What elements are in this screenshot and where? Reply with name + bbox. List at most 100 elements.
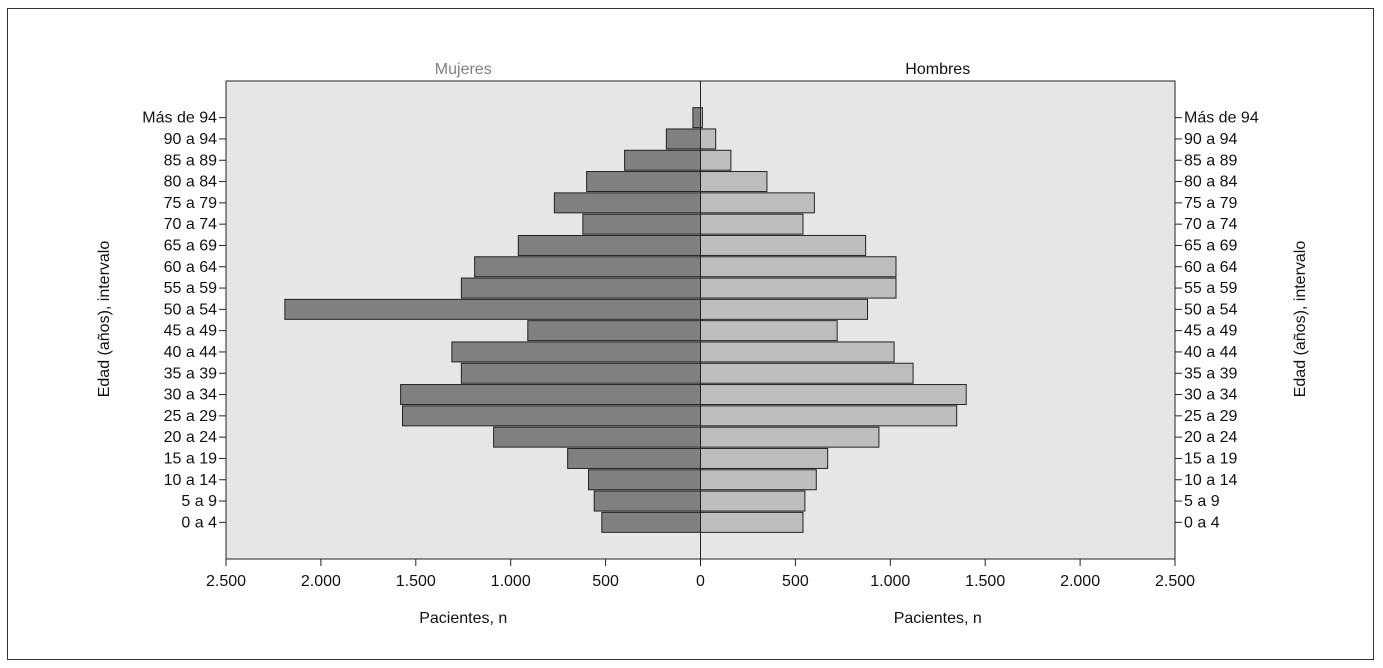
- y-tick-label-left-9: 45 a 49: [164, 323, 217, 340]
- y-tick-label-right-8: 40 a 44: [1184, 344, 1237, 361]
- bar-women-2: [588, 469, 702, 491]
- y-tick-label-right-14: 70 a 74: [1184, 216, 1237, 233]
- y-tick-label-right-12: 60 a 64: [1184, 259, 1237, 276]
- y-tick-label-right-0: 0 a 4: [1184, 514, 1220, 531]
- y-ticks-right: 0 a 4 5 a 9 10 a 14 15 a 19 20 a 24 25 a 29 30…: [1175, 110, 1259, 531]
- y-tick-label-right-9: 45 a 49: [1184, 323, 1237, 340]
- y-tick-label-right-6: 30 a 34: [1184, 387, 1237, 404]
- bar-women-9: [527, 320, 701, 342]
- figure-frame: 0 a 4 5 a 9 10 a 14 15 a 19 20 a 24 25 a 29 30…: [7, 8, 1374, 660]
- y-tick-label-right-18: 90 a 94: [1184, 131, 1237, 148]
- y-tick-label-left-11: 55 a 59: [164, 280, 217, 297]
- bar-women-3: [567, 447, 702, 469]
- bar-men-2: [700, 469, 817, 491]
- x-tick-label-9: 2.000: [1060, 573, 1100, 590]
- y-tick-label-right-5: 25 a 29: [1184, 408, 1237, 425]
- x-tick-label-1: 2.000: [301, 573, 341, 590]
- bar-men-16: [700, 171, 768, 193]
- x-tick-label-5: 0: [696, 573, 705, 590]
- bar-women-18: [665, 128, 701, 150]
- bar-men-18: [700, 128, 717, 150]
- bar-men-5: [700, 405, 958, 427]
- y-tick-label-right-1: 5 a 9: [1184, 493, 1220, 510]
- bar-women-4: [493, 426, 702, 448]
- bar-women-10: [284, 298, 701, 320]
- x-tick-label-8: 1.500: [965, 573, 1005, 590]
- bar-men-13: [700, 234, 867, 256]
- x-tick-label-4: 500: [592, 573, 619, 590]
- bar-women-8: [451, 341, 701, 363]
- y-axis-label-right: Edad (años), intervalo: [1292, 241, 1309, 398]
- bar-women-7: [460, 362, 701, 384]
- y-tick-label-right-11: 55 a 59: [1184, 280, 1237, 297]
- y-ticks-left: 0 a 4 5 a 9 10 a 14 15 a 19 20 a 24 25 a 29 30…: [142, 110, 226, 531]
- y-tick-label-left-5: 25 a 29: [164, 408, 217, 425]
- y-tick-label-left-15: 75 a 79: [164, 195, 217, 212]
- x-axis-label-right: Pacientes, n: [894, 610, 982, 627]
- y-tick-label-left-12: 60 a 64: [164, 259, 217, 276]
- y-tick-label-left-0: 0 a 4: [181, 514, 217, 531]
- bar-women-13: [517, 234, 701, 256]
- y-tick-label-right-4: 20 a 24: [1184, 429, 1237, 446]
- x-tick-label-6: 500: [782, 573, 809, 590]
- bar-men-15: [700, 192, 815, 214]
- x-tick-label-3: 1.000: [491, 573, 531, 590]
- y-tick-label-left-10: 50 a 54: [164, 301, 217, 318]
- bar-men-17: [700, 149, 732, 171]
- y-tick-label-right-15: 75 a 79: [1184, 195, 1237, 212]
- y-tick-label-left-14: 70 a 74: [164, 216, 217, 233]
- y-tick-label-left-7: 35 a 39: [164, 365, 217, 382]
- bar-women-6: [400, 384, 701, 406]
- bar-women-5: [402, 405, 701, 427]
- x-tick-label-2: 1.500: [396, 573, 436, 590]
- y-tick-label-right-7: 35 a 39: [1184, 365, 1237, 382]
- bar-men-1: [700, 490, 806, 512]
- x-tick-label-7: 1.000: [870, 573, 910, 590]
- y-tick-label-right-13: 65 a 69: [1184, 237, 1237, 254]
- bar-women-12: [474, 256, 701, 278]
- bar-men-10: [700, 298, 869, 320]
- bars-men: [700, 107, 967, 533]
- y-tick-label-right-16: 80 a 84: [1184, 174, 1237, 191]
- bar-women-0: [601, 511, 702, 533]
- y-tick-label-left-17: 85 a 89: [164, 152, 217, 169]
- series-title-women: Mujeres: [435, 61, 492, 78]
- x-axis-label-left: Pacientes, n: [419, 610, 507, 627]
- bar-men-11: [700, 277, 897, 299]
- bar-women-16: [586, 171, 701, 193]
- bar-men-14: [700, 213, 804, 235]
- bar-men-9: [700, 320, 838, 342]
- bar-women-11: [460, 277, 701, 299]
- bar-women-1: [593, 490, 701, 512]
- x-tick-label-0: 2.500: [206, 573, 246, 590]
- y-tick-label-left-16: 80 a 84: [164, 174, 217, 191]
- bar-women-15: [553, 192, 701, 214]
- y-tick-label-left-6: 30 a 34: [164, 387, 217, 404]
- pyramid-chart: 0 a 4 5 a 9 10 a 14 15 a 19 20 a 24 25 a 29 30…: [96, 61, 1309, 627]
- series-title-men: Hombres: [905, 61, 970, 78]
- bar-men-12: [700, 256, 897, 278]
- bars-women: [284, 107, 702, 533]
- y-tick-label-left-3: 15 a 19: [164, 450, 217, 467]
- bar-men-6: [700, 384, 967, 406]
- y-tick-label-left-8: 40 a 44: [164, 344, 217, 361]
- y-tick-label-right-17: 85 a 89: [1184, 152, 1237, 169]
- x-ticks: 2.500 2.000 1.500 1.000 500 0 500 1.000 1.500 2.0…: [206, 559, 1195, 590]
- y-tick-label-right-19: Más de 94: [1184, 110, 1259, 127]
- y-tick-label-left-4: 20 a 24: [164, 429, 217, 446]
- bar-men-8: [700, 341, 895, 363]
- y-axis-label-left: Edad (años), intervalo: [96, 241, 113, 398]
- y-tick-label-left-2: 10 a 14: [164, 472, 217, 489]
- y-tick-label-right-2: 10 a 14: [1184, 472, 1237, 489]
- bar-women-19: [692, 107, 702, 129]
- bar-men-4: [700, 426, 880, 448]
- bar-men-0: [700, 511, 804, 533]
- y-tick-label-left-13: 65 a 69: [164, 237, 217, 254]
- y-tick-label-left-19: Más de 94: [142, 110, 217, 127]
- y-tick-label-right-10: 50 a 54: [1184, 301, 1237, 318]
- y-tick-label-left-1: 5 a 9: [181, 493, 217, 510]
- bar-men-7: [700, 362, 914, 384]
- bar-women-17: [624, 149, 702, 171]
- y-tick-label-right-3: 15 a 19: [1184, 450, 1237, 467]
- bar-men-3: [700, 447, 829, 469]
